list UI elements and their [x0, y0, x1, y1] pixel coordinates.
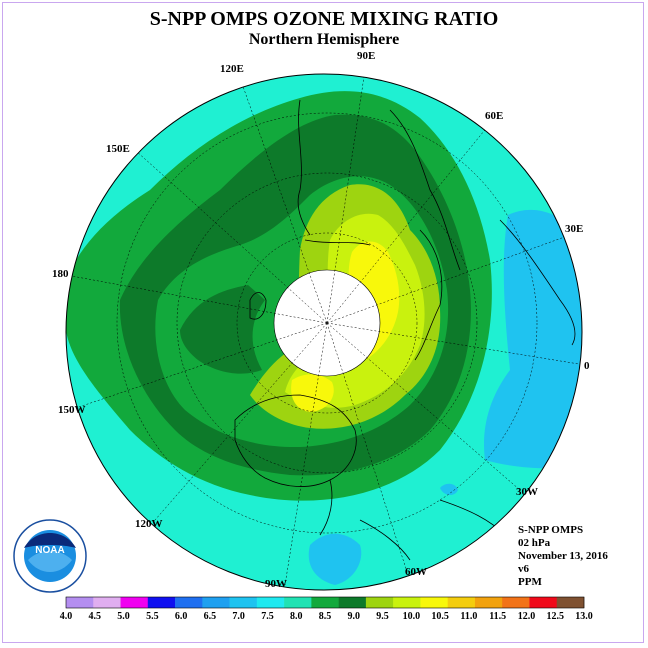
colorbar-tick-label: 12.0	[518, 611, 536, 622]
colorbar-tick-label: 10.0	[403, 611, 421, 622]
colorbar-tick-label: 11.5	[489, 611, 506, 622]
colorbar-tick-label: 5.0	[117, 611, 130, 622]
colorbar-tick-label: 12.5	[546, 611, 564, 622]
colorbar-swatch	[120, 597, 149, 608]
info-instrument: S-NPP OMPS	[518, 524, 584, 536]
colorbar-tick-label: 4.5	[89, 611, 102, 622]
colorbar-swatch	[66, 597, 94, 608]
info-units: PPM	[518, 576, 542, 588]
colorbar-tick-label: 10.5	[431, 611, 449, 622]
colorbar-swatch	[229, 597, 258, 608]
colorbar-swatch	[175, 597, 203, 608]
info-level: 02 hPa	[518, 537, 551, 549]
colorbar-swatch	[311, 597, 339, 608]
colorbar-swatch	[256, 597, 285, 608]
lon-label-90e: 90E	[357, 50, 376, 62]
low-ozone-patch-south	[308, 533, 362, 585]
colorbar-swatch	[420, 597, 448, 608]
graticule	[66, 74, 582, 586]
colorbar-tick-label: 7.5	[261, 611, 274, 622]
colorbar-swatch	[393, 597, 421, 608]
colorbar-tick-label: 13.0	[575, 611, 593, 622]
colorbar-swatch	[202, 597, 230, 608]
lon-label-60e: 60E	[485, 110, 504, 122]
ozone-field	[66, 74, 582, 590]
colorbar-swatch	[93, 597, 121, 608]
info-version: v6	[518, 563, 529, 575]
hemisphere-border	[65, 73, 583, 591]
green-wedge-dateline	[180, 285, 265, 374]
colorbar-tick-label: 9.5	[376, 611, 389, 622]
lon-label-60w: 60W	[405, 566, 427, 578]
lon-label-180: 180	[52, 268, 69, 280]
colorbar-tick-label: 4.0	[60, 611, 73, 622]
colorbar-tick-label: 7.0	[232, 611, 245, 622]
info-date: November 13, 2016	[518, 550, 608, 562]
lon-label-0: 0	[584, 360, 590, 372]
colorbar-swatch	[447, 597, 476, 608]
colorbar-swatch	[474, 597, 503, 608]
lon-label-120e: 120E	[220, 63, 244, 75]
colorbar-swatch	[338, 597, 367, 608]
lon-label-30w: 30W	[516, 486, 538, 498]
colorbar-outline	[65, 596, 585, 609]
lon-label-150w: 150W	[58, 404, 86, 416]
colorbar-swatch	[365, 597, 394, 608]
colorbar-swatch	[529, 597, 558, 608]
colorbar-swatch	[556, 597, 585, 608]
colorbar-swatch	[147, 597, 176, 608]
colorbar-tick-label: 8.0	[290, 611, 303, 622]
colorbar-tick-label: 11.0	[460, 611, 477, 622]
colorbar-tick-label: 6.5	[204, 611, 217, 622]
info-block: S-NPP OMPS 02 hPa November 13, 2016 v6 P…	[518, 524, 608, 589]
colorbar-tick-label: 8.5	[319, 611, 332, 622]
colorbar-tick-label: 9.0	[348, 611, 361, 622]
low-ozone-patch-east	[484, 210, 582, 469]
low-ozone-patch-small	[440, 483, 458, 496]
map-subtitle: Northern Hemisphere	[248, 31, 400, 48]
lon-label-150e: 150E	[106, 143, 130, 155]
lon-label-30e: 30E	[565, 223, 584, 235]
colorbar-swatch	[502, 597, 530, 608]
colorbar-tick-label: 6.0	[175, 611, 188, 622]
colorbar-swatch	[284, 597, 312, 608]
lon-label-90w: 90W	[265, 578, 287, 590]
map-title: S-NPP OMPS OZONE MIXING RATIO	[149, 8, 499, 30]
ozone-yellow-spot	[291, 374, 334, 412]
colorbar-tick-label: 5.5	[146, 611, 159, 622]
colorbar: 4.0 4.5 5.0 5.5 6.0 6.5 7.0 7.5 8.0 8.5 9.0 9.5 10.0…	[60, 596, 593, 622]
lon-label-120w: 120W	[135, 518, 163, 530]
